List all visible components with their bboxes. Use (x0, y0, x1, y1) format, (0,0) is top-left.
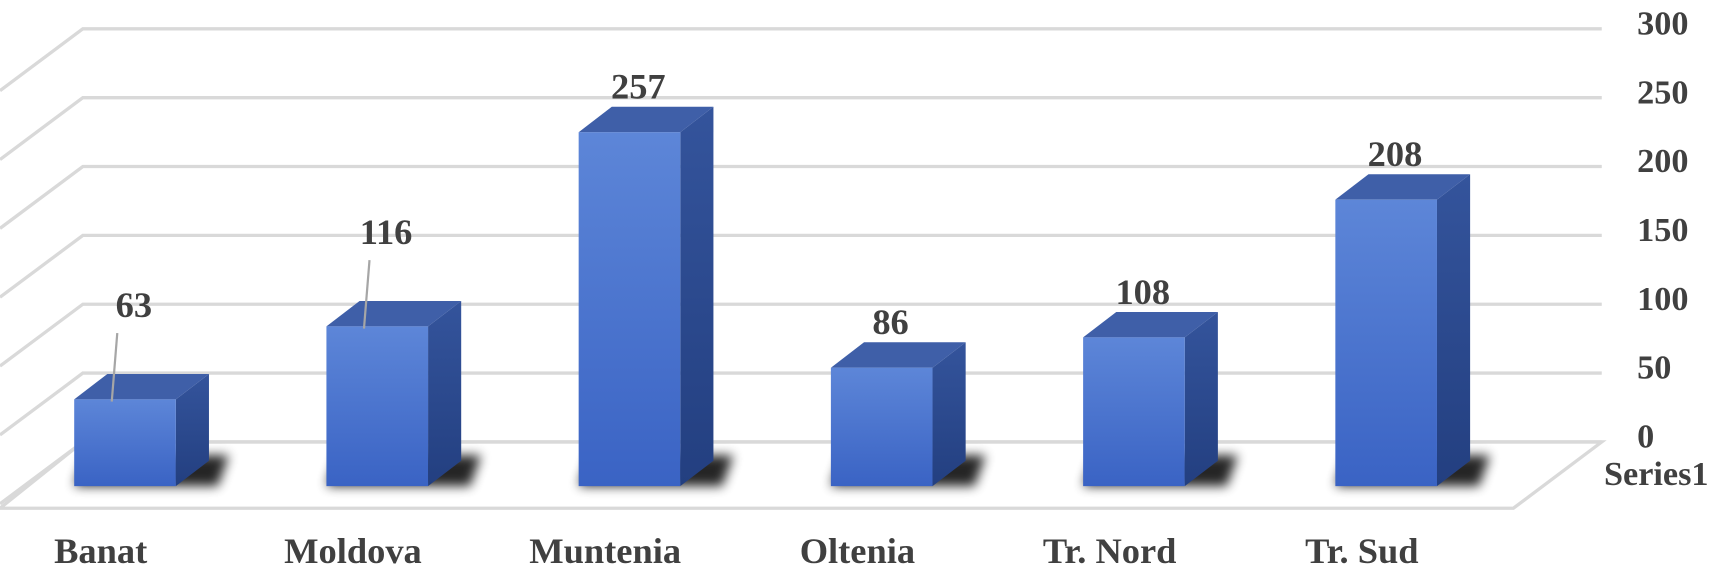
x-tick-label: Banat (54, 531, 147, 571)
value-label: 208 (1368, 134, 1423, 174)
bar (830, 367, 933, 487)
leader-line (110, 333, 119, 402)
value-label: 86 (872, 302, 908, 342)
leader-line (362, 260, 371, 329)
bar-top (74, 373, 209, 400)
series-label: Series1 (1604, 455, 1709, 493)
bar (74, 399, 176, 487)
bar-top (326, 300, 462, 327)
bar-side (1184, 311, 1218, 487)
y-tick-label: 250 (1637, 73, 1688, 111)
grid-line (0, 302, 1602, 368)
grid-line (0, 27, 1602, 92)
x-tick-label: Moldova (284, 531, 422, 571)
bar (1335, 199, 1437, 487)
value-label: 257 (611, 67, 666, 107)
bar-top (1335, 174, 1471, 200)
y-tick-label: 300 (1637, 4, 1688, 42)
y-tick-label: 50 (1637, 349, 1671, 387)
x-tick-label: Muntenia (529, 531, 681, 571)
x-tick-label: Oltenia (800, 531, 915, 571)
bar-side (680, 106, 714, 487)
bar-side (428, 300, 462, 487)
y-tick-label: 200 (1637, 142, 1688, 180)
value-label: 116 (360, 212, 413, 252)
bar-top (578, 106, 714, 133)
bar-side (1436, 174, 1471, 487)
x-tick-label: Tr. Nord (1043, 531, 1177, 571)
bar (326, 326, 429, 487)
bar-side (175, 373, 209, 487)
grid-line (0, 164, 1602, 230)
bar-top (830, 342, 966, 368)
bar (1083, 337, 1185, 487)
bar (578, 132, 681, 487)
y-tick-label: 0 (1637, 418, 1654, 456)
bar-top (1083, 311, 1218, 338)
y-tick-label: 100 (1637, 280, 1688, 318)
value-label: 108 (1115, 272, 1170, 312)
y-tick-label: 150 (1637, 211, 1688, 249)
x-tick-label: Tr. Sud (1305, 531, 1418, 571)
grid-line (0, 233, 1602, 299)
bar-side (932, 342, 966, 487)
bars: 63 116 257 86 108 208 (74, 67, 1491, 487)
value-label: 63 (116, 285, 152, 325)
grid-line (0, 96, 1602, 161)
